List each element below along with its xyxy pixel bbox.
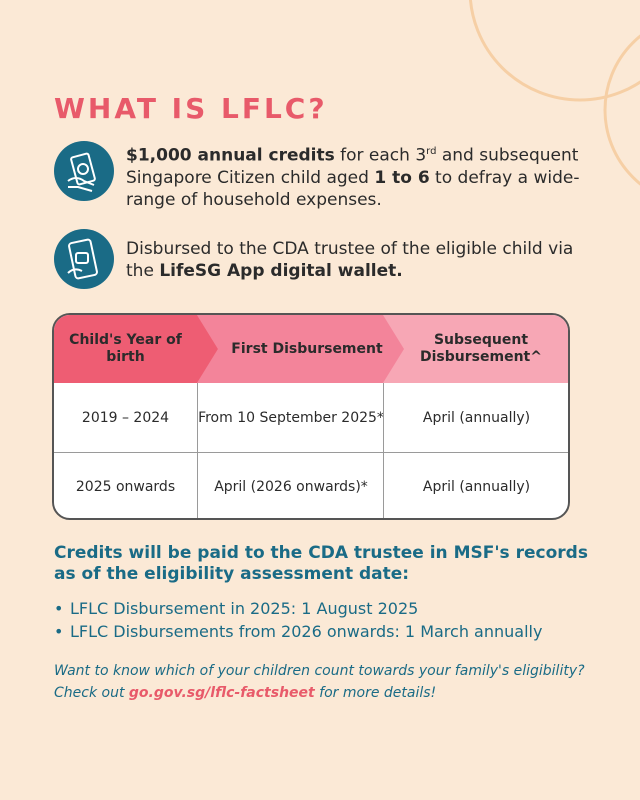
disbursement-table: Child's Year of birth First Disbursement… (52, 313, 570, 520)
factsheet-link[interactable]: go.gov.sg/lflc-factsheet (128, 685, 315, 701)
cash-hand-icon (54, 141, 114, 201)
cell-subsequent: April (annually) (383, 383, 568, 452)
page-title: WHAT IS LFLC? (54, 92, 328, 125)
cell-subsequent: April (annually) (383, 452, 568, 518)
cell-year: 2019 – 2024 (81, 409, 170, 426)
phone-wallet-icon (54, 229, 114, 289)
feature-annual-credits-text: $1,000 annual credits for each 3rd and s… (126, 145, 580, 210)
credits-heading: Credits will be paid to the CDA trustee … (54, 543, 588, 584)
cell-year: 2025 onwards (75, 478, 176, 495)
list-item: LFLC Disbursements from 2026 onwards: 1 … (54, 620, 614, 643)
feature-disbursement-text: Disbursed to the CDA trustee of the elig… (126, 239, 574, 281)
assessment-dates-list: LFLC Disbursement in 2025: 1 August 2025… (54, 597, 614, 643)
cell-first: April (2026 onwards)* (197, 452, 384, 518)
header-first-disbursement: First Disbursement (231, 340, 383, 357)
table-row: 2019 – 2024 From 10 September 2025* Apri… (54, 383, 568, 453)
header-year-of-birth: Child's Year of birth (69, 332, 182, 365)
cell-first: From 10 September 2025* (197, 383, 384, 452)
footer-note: Want to know which of your children coun… (54, 663, 585, 701)
table-header: Child's Year of birth First Disbursement… (54, 315, 568, 383)
table-row: 2025 onwards April (2026 onwards)* April… (54, 452, 568, 518)
header-subsequent-disbursement: Subsequent Disbursement^ (420, 332, 542, 365)
list-item: LFLC Disbursement in 2025: 1 August 2025 (54, 597, 614, 620)
